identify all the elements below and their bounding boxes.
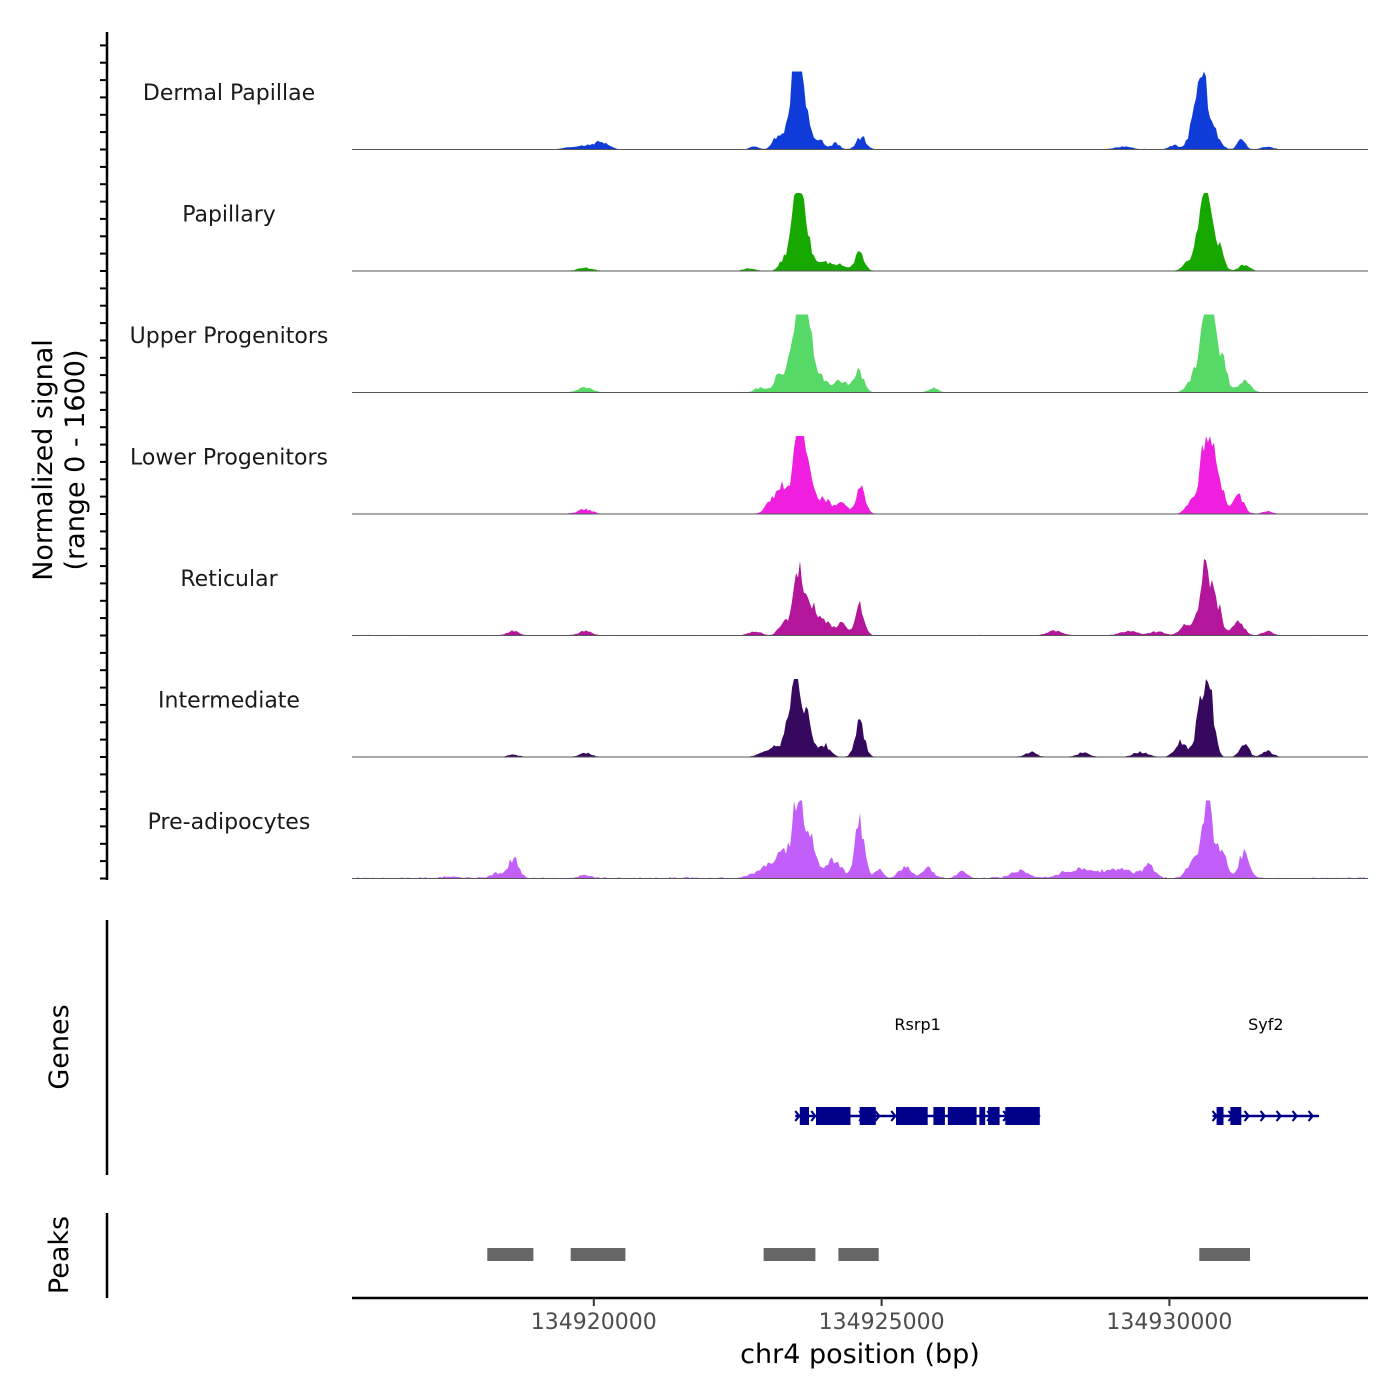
strand-arrow: [1275, 1110, 1282, 1122]
peak-region: [570, 1248, 626, 1261]
track-label: Dermal Papillae: [143, 81, 315, 106]
track-label: Reticular: [180, 567, 278, 592]
gene-exon: [1005, 1107, 1040, 1125]
peak-track: [487, 1248, 1250, 1261]
signal-area: [352, 314, 1368, 393]
gene-rsrp1: Rsrp1: [794, 1015, 1041, 1125]
x-tick-label: 134930000: [1106, 1310, 1232, 1335]
peak-region: [763, 1248, 816, 1261]
gene-exon: [1216, 1107, 1224, 1125]
strand-arrow: [1259, 1110, 1266, 1122]
gene-exon: [1230, 1107, 1242, 1125]
strand-arrow: [1291, 1110, 1298, 1122]
signal-y-axis: [100, 32, 109, 880]
track-lower-progenitors: Lower Progenitors: [130, 436, 1368, 515]
peak-region: [838, 1248, 879, 1261]
x-tick-label: 134920000: [531, 1310, 657, 1335]
track-reticular: Reticular: [180, 559, 1368, 636]
signal-area: [352, 800, 1368, 879]
track-label: Papillary: [182, 203, 276, 228]
peaks-track-title: Peaks: [44, 1216, 75, 1294]
signal-area: [352, 436, 1368, 514]
strand-arrow: [1307, 1110, 1314, 1122]
x-tick-label: 134925000: [819, 1310, 945, 1335]
peak-region: [1199, 1248, 1250, 1261]
signal-area: [352, 559, 1368, 636]
x-axis: 134920000 134925000 134930000: [352, 1296, 1368, 1335]
track-label: Pre-adipocytes: [148, 810, 311, 835]
signal-area: [352, 71, 1368, 150]
strand-arrow: [874, 1110, 881, 1122]
gene-syf2: Syf2: [1211, 1015, 1320, 1125]
x-axis-title: chr4 position (bp): [740, 1339, 980, 1370]
gene-exon: [947, 1107, 977, 1125]
gene-exon: [859, 1107, 876, 1125]
gene-exon: [799, 1107, 809, 1125]
track-label: Lower Progenitors: [130, 446, 328, 471]
genes-track-title: Genes: [44, 1004, 75, 1089]
track-intermediate: Intermediate: [158, 679, 1368, 758]
signal-area: [352, 193, 1368, 271]
gene-label: Syf2: [1248, 1015, 1283, 1034]
y-axis-subtitle: (range 0 - 1600): [60, 350, 91, 571]
gene-exon: [933, 1107, 945, 1125]
signal-tracks: Dermal Papillae Papillary Upper Progenitor…: [130, 71, 1368, 879]
gene-label: Rsrp1: [894, 1015, 940, 1034]
peak-region: [487, 1248, 534, 1261]
gene-exon: [816, 1107, 851, 1125]
track-pre-adipocytes: Pre-adipocytes: [148, 800, 1368, 879]
track-label: Intermediate: [158, 689, 300, 714]
strand-arrow: [810, 1110, 817, 1122]
signal-area: [352, 679, 1368, 757]
track-papillary: Papillary: [182, 193, 1368, 272]
track-upper-progenitors: Upper Progenitors: [130, 314, 1368, 393]
track-label: Upper Progenitors: [130, 324, 329, 349]
gene-exon: [896, 1107, 928, 1125]
y-axis-title: Normalized signal: [28, 339, 59, 581]
gene-exon: [979, 1107, 986, 1125]
strand-arrow: [890, 1110, 897, 1122]
gene-track: Rsrp1 Syf2: [794, 1015, 1320, 1125]
strand-arrow: [794, 1110, 801, 1122]
gene-exon: [988, 1107, 1000, 1125]
track-dermal-papillae: Dermal Papillae: [143, 71, 1368, 150]
strand-arrow: [1243, 1110, 1250, 1122]
strand-arrow: [1211, 1110, 1218, 1122]
